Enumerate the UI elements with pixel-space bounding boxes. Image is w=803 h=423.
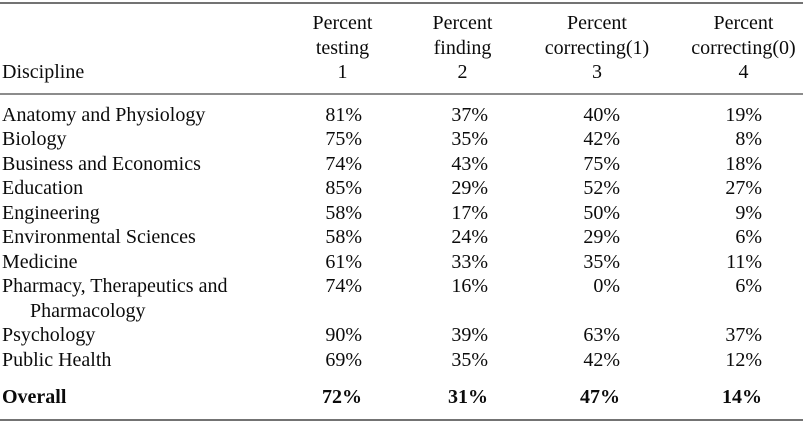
value-cell: 12% — [725, 348, 762, 371]
table-row: Education 85% 29% 52% 27% — [0, 176, 803, 201]
value-cell: 50% — [583, 201, 620, 224]
value-cell: 43% — [451, 152, 488, 175]
overall-label-cell: Overall — [2, 386, 67, 408]
column-header-percent-testing: Percent testing 1 — [312, 12, 373, 83]
value-cell: 81% — [325, 103, 362, 126]
value-cell: 74% — [325, 152, 362, 175]
value-cell: 35% — [451, 348, 488, 371]
discipline-cell: Medicine — [2, 250, 78, 273]
value-cell: 39% — [451, 324, 488, 346]
value-cell: 6% — [735, 226, 762, 248]
value-cell: 52% — [583, 177, 620, 199]
discipline-cell: Environmental Sciences — [2, 226, 196, 248]
value-cell: 72% — [322, 386, 362, 408]
value-cell: 63% — [583, 324, 620, 346]
discipline-cell: Pharmacy, Therapeutics and Pharmacology — [2, 275, 228, 322]
value-cell: 47% — [580, 386, 620, 408]
table-row: Psychology 90% 39% 63% 37% — [0, 323, 803, 348]
value-cell: 75% — [583, 152, 620, 175]
value-cell: 24% — [451, 226, 488, 248]
discipline-cell: Public Health — [2, 348, 112, 371]
overall-row: Overall 72% 31% 47% 14% — [0, 372, 803, 420]
value-cell: 31% — [448, 386, 488, 408]
column-header-discipline: Discipline — [2, 61, 85, 83]
value-cell: 6% — [735, 275, 762, 297]
table-body: Anatomy and Physiology 81% 37% 40% 19% B… — [0, 94, 803, 420]
value-cell: 14% — [722, 386, 762, 408]
value-cell: 58% — [325, 226, 362, 248]
value-cell: 16% — [451, 275, 488, 297]
table-row: Public Health 69% 35% 42% 12% — [0, 348, 803, 373]
table-row: Pharmacy, Therapeutics and Pharmacology … — [0, 274, 803, 323]
discipline-cell: Psychology — [2, 324, 96, 346]
value-cell: 35% — [451, 128, 488, 150]
value-cell: 69% — [325, 348, 362, 371]
value-cell: 11% — [726, 250, 762, 273]
table-header: Discipline Percent testing 1 Percent fin… — [0, 3, 803, 94]
table-row: Anatomy and Physiology 81% 37% 40% 19% — [0, 94, 803, 128]
value-cell: 19% — [725, 103, 762, 126]
value-cell: 37% — [451, 103, 488, 126]
value-cell: 61% — [325, 250, 362, 273]
value-cell: 42% — [583, 348, 620, 371]
value-cell: 29% — [451, 177, 488, 199]
value-cell: 29% — [583, 226, 620, 248]
value-cell: 27% — [725, 177, 762, 199]
column-header-percent-correcting-1: Percent correcting(1) 3 — [544, 12, 650, 83]
value-cell: 58% — [325, 201, 362, 224]
table-row: Business and Economics 74% 43% 75% 18% — [0, 152, 803, 177]
discipline-cell: Education — [2, 177, 84, 199]
value-cell: 90% — [325, 324, 362, 346]
value-cell: 9% — [735, 201, 762, 224]
column-header-percent-finding: Percent finding 2 — [432, 12, 493, 83]
value-cell: 33% — [451, 250, 488, 273]
table-row: Engineering 58% 17% 50% 9% — [0, 201, 803, 226]
value-cell: 0% — [593, 275, 620, 297]
value-cell: 75% — [325, 128, 362, 150]
value-cell: 40% — [583, 103, 620, 126]
discipline-cell: Engineering — [2, 201, 100, 224]
value-cell: 37% — [725, 324, 762, 346]
value-cell: 74% — [325, 275, 362, 297]
discipline-cell: Anatomy and Physiology — [2, 103, 206, 126]
discipline-cell: Biology — [2, 128, 67, 150]
value-cell: 18% — [725, 152, 762, 175]
value-cell: 85% — [325, 177, 362, 199]
value-cell: 35% — [583, 250, 620, 273]
value-cell: 17% — [451, 201, 488, 224]
table-row: Environmental Sciences 58% 24% 29% 6% — [0, 225, 803, 250]
value-cell: 8% — [735, 128, 762, 150]
column-header-percent-correcting-0: Percent correcting(0) 4 — [691, 12, 796, 83]
table-row: Biology 75% 35% 42% 8% — [0, 127, 803, 152]
header-row: Discipline Percent testing 1 Percent fin… — [0, 3, 803, 94]
discipline-cell: Business and Economics — [2, 152, 201, 175]
table-row: Medicine 61% 33% 35% 11% — [0, 250, 803, 275]
value-cell: 42% — [583, 128, 620, 150]
